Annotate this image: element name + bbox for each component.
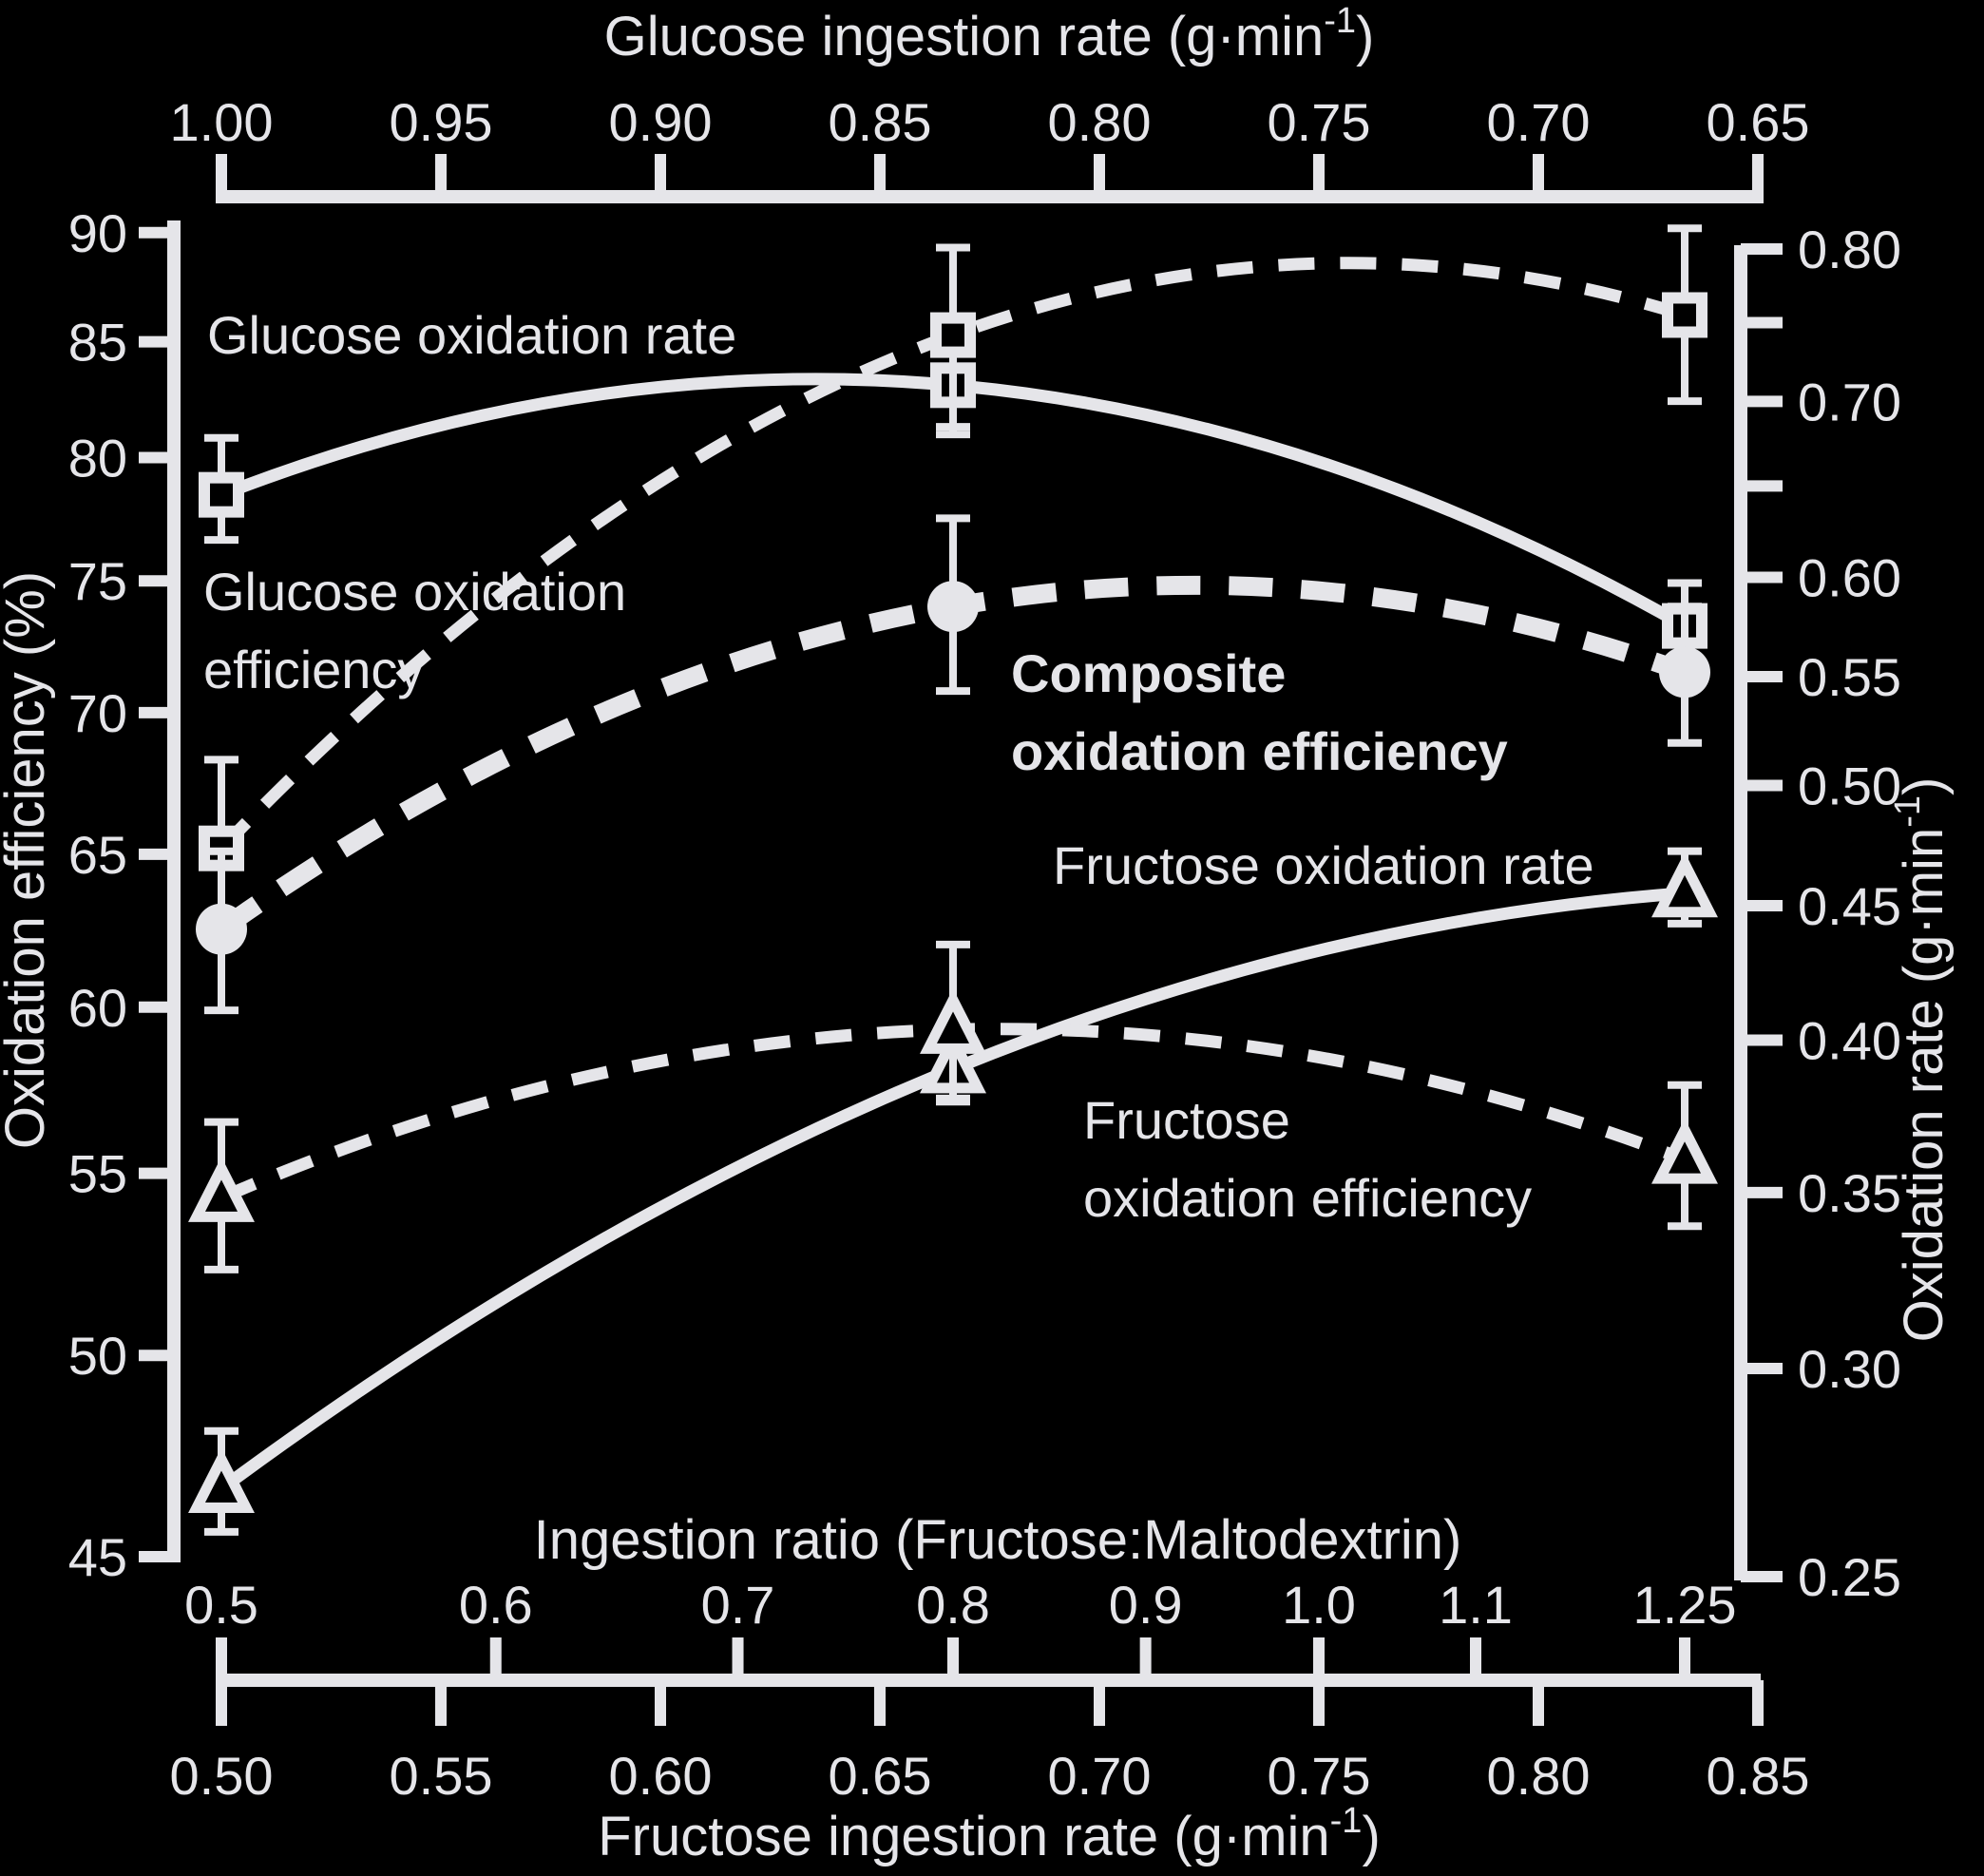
fructose-axis-tick-label: 0.85 [1707,1746,1810,1806]
left-axis: 90 85 80 75 70 65 60 55 50 45 Oxidation efficiency… [0,203,181,1587]
label-composite-oxidation-efficiency: oxidation efficiency [1011,721,1508,781]
right-axis-tick-label: 0.30 [1798,1339,1901,1399]
top-axis-tick-label: 0.95 [390,92,493,152]
left-axis-tick-label: 65 [68,825,127,885]
top-axis-tick-label: 0.65 [1707,92,1810,152]
triangle-marker [1651,852,1718,918]
ratio-axis-tick-label: 0.7 [701,1575,775,1635]
label-glucose-oxidation-rate: Glucose oxidation rate [207,305,736,365]
label-glucose-oxidation-efficiency: efficiency [203,640,424,699]
ratio-axis-tick-label: 1.0 [1282,1575,1356,1635]
fructose-axis-tick-label: 0.55 [390,1746,493,1806]
square-marker [199,471,244,518]
triangle-marker [188,1157,255,1222]
ratio-axis-tick-label: 0.6 [459,1575,533,1635]
top-axis-tick-label: 0.90 [609,92,713,152]
triangle-marker [1651,1118,1718,1184]
series-composite-oxidation-efficiency [196,514,1710,1015]
circle-marker [927,581,979,633]
left-axis-tick-label: 75 [68,551,127,611]
top-axis-tick-label: 0.70 [1487,92,1591,152]
series-labels: Glucose oxidation rate Glucose oxidation e… [203,305,1594,1228]
right-axis-tick-label: 0.50 [1798,756,1901,815]
series-line-glucose-oxidation-efficiency [217,257,1687,853]
label-fructose-oxidation-efficiency: oxidation efficiency [1083,1168,1532,1228]
left-axis-tick-label: 90 [68,203,127,263]
fructose-axis-tick-label: 0.80 [1487,1746,1591,1806]
left-axis-tick-label: 55 [68,1144,127,1204]
left-axis-tick-label: 80 [68,429,127,488]
label-fructose-oxidation-efficiency: Fructose [1083,1090,1290,1150]
ratio-axis-title: Ingestion ratio (Fructose:Maltodextrin) [534,1509,1462,1571]
right-axis-tick-label: 0.35 [1798,1163,1901,1223]
circle-marker [1659,646,1710,699]
fructose-axis-title: Fructose ingestion rate (g·min-1) [598,1801,1381,1867]
left-axis-tick-label: 85 [68,313,127,373]
series-fructose-oxidation-efficiency [188,940,1718,1273]
fructose-axis-tick-label: 0.50 [170,1746,274,1806]
triangle-marker [920,988,986,1054]
left-axis-tick-label: 60 [68,978,127,1038]
label-fructose-oxidation-rate: Fructose oxidation rate [1053,835,1594,895]
ratio-axis-tick-label: 0.9 [1109,1575,1183,1635]
right-axis-tick-label: 0.70 [1798,372,1901,431]
square-marker [930,312,976,358]
left-axis-tick-label: 50 [68,1326,127,1386]
top-axis-tick-label: 0.75 [1268,92,1371,152]
ratio-axis-tick-label: 0.5 [184,1575,258,1635]
label-composite-oxidation-efficiency: Composite [1011,643,1286,703]
fructose-axis-tick-label: 0.70 [1048,1746,1152,1806]
right-axis-tick-label: 0.60 [1798,548,1901,608]
right-axis-tick-label: 0.45 [1798,876,1901,936]
square-marker [1662,292,1707,338]
fructose-axis-tick-label: 0.65 [829,1746,932,1806]
top-axis: 1.00 0.95 0.90 0.85 0.80 0.75 0.70 0.65 Glucose … [170,1,1810,203]
left-axis-tick-label: 70 [68,683,127,743]
right-axis-title: Oxidation rate (g·min-1) [1888,777,1955,1343]
top-axis-tick-label: 0.85 [829,92,932,152]
ratio-axis-tick-label: 1.1 [1439,1575,1513,1635]
top-axis-tick-label: 1.00 [170,92,274,152]
right-axis-tick-label: 0.55 [1798,647,1901,707]
left-axis-tick-label: 45 [68,1527,127,1587]
fructose-axis-tick-label: 0.75 [1268,1746,1371,1806]
circle-marker [196,903,247,955]
right-axis-tick-label: 0.40 [1798,1010,1901,1070]
label-glucose-oxidation-efficiency: Glucose oxidation [203,562,626,622]
top-axis-title: Glucose ingestion rate (g·min-1) [604,1,1375,67]
right-axis-tick-label: 0.25 [1798,1547,1901,1607]
ratio-axis-tick-label: 1.25 [1633,1575,1737,1635]
triangle-marker [188,1447,255,1514]
bottom-axes: 0.5 0.6 0.7 0.8 0.9 1.0 1.1 1.25 Ingestion ratio… [170,1509,1810,1867]
fructose-axis-tick-label: 0.60 [609,1746,713,1806]
top-axis-tick-label: 0.80 [1048,92,1152,152]
right-axis: 0.80 0.70 0.60 0.55 0.50 0.45 0.40 0.35 0.30 0.25… [1734,220,1955,1607]
right-axis-tick-label: 0.80 [1798,220,1901,279]
left-axis-title: Oxidation efficiency (%) [0,571,56,1149]
ratio-axis-tick-label: 0.8 [916,1575,990,1635]
